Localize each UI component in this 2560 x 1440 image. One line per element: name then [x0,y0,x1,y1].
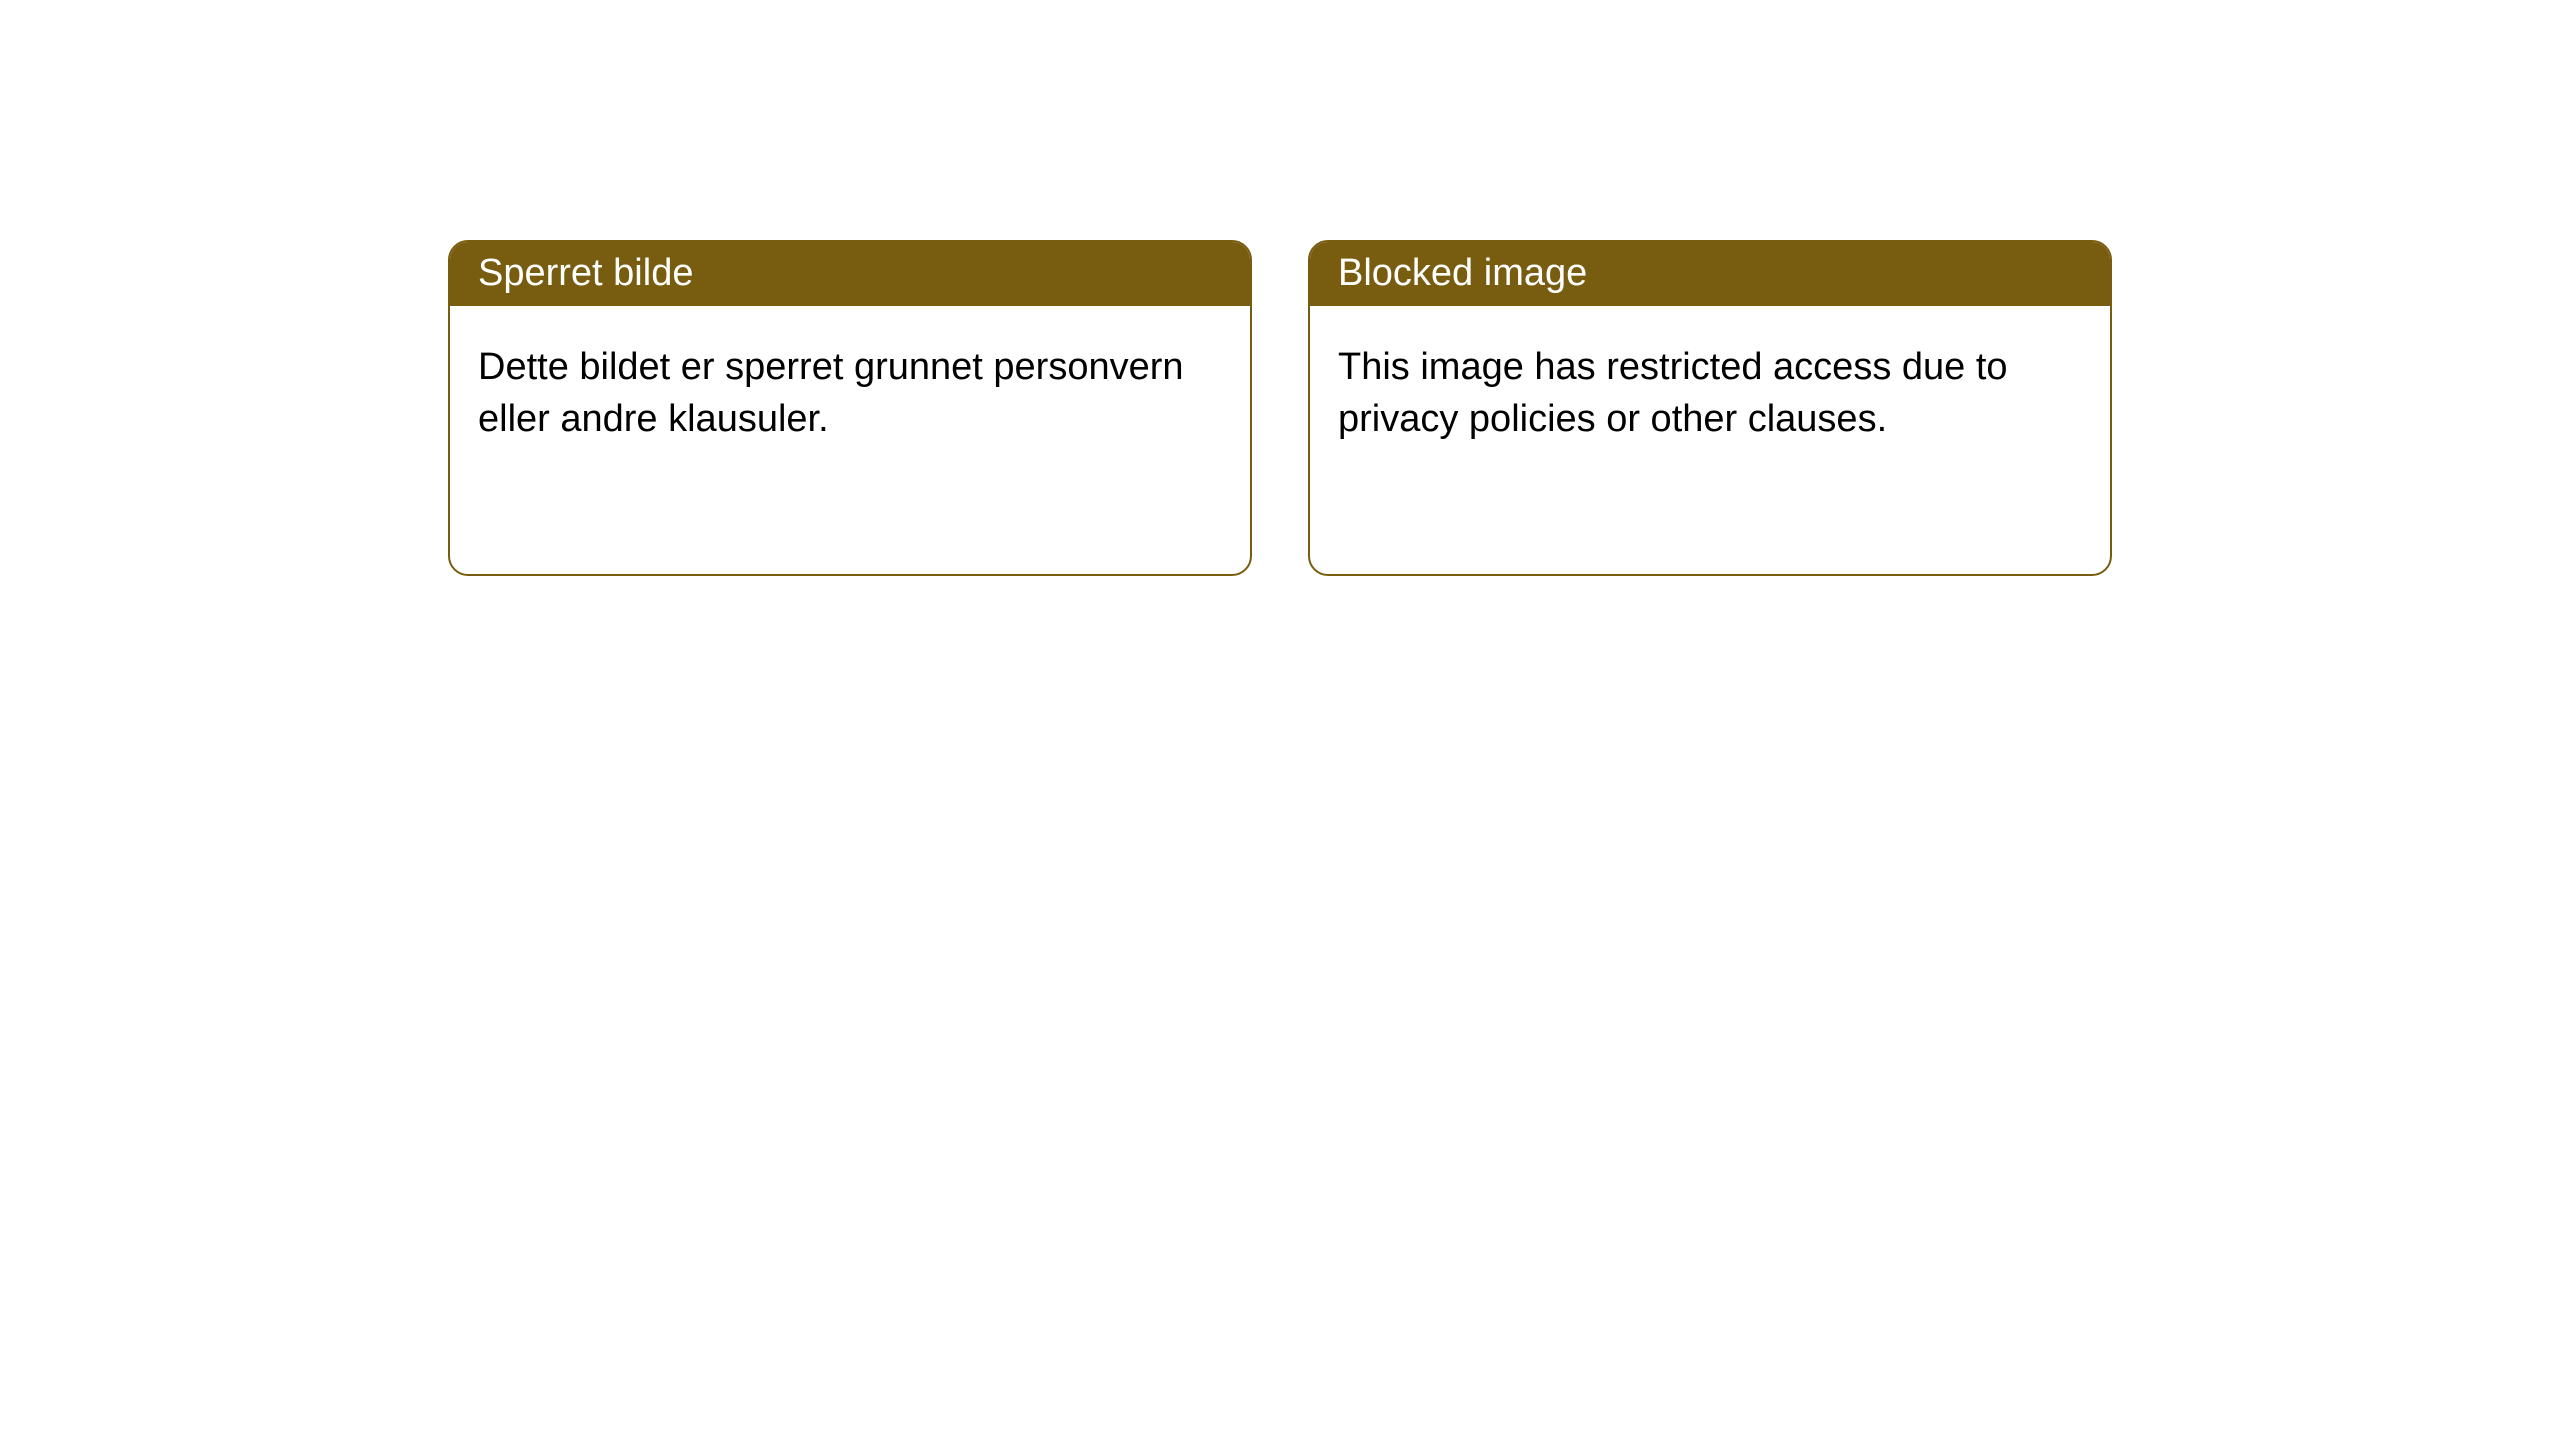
notice-container: Sperret bilde Dette bildet er sperret gr… [0,0,2560,576]
notice-header: Blocked image [1310,242,2110,306]
notice-card-norwegian: Sperret bilde Dette bildet er sperret gr… [448,240,1252,576]
notice-body: This image has restricted access due to … [1310,306,2110,473]
notice-header: Sperret bilde [450,242,1250,306]
notice-body: Dette bildet er sperret grunnet personve… [450,306,1250,473]
notice-card-english: Blocked image This image has restricted … [1308,240,2112,576]
